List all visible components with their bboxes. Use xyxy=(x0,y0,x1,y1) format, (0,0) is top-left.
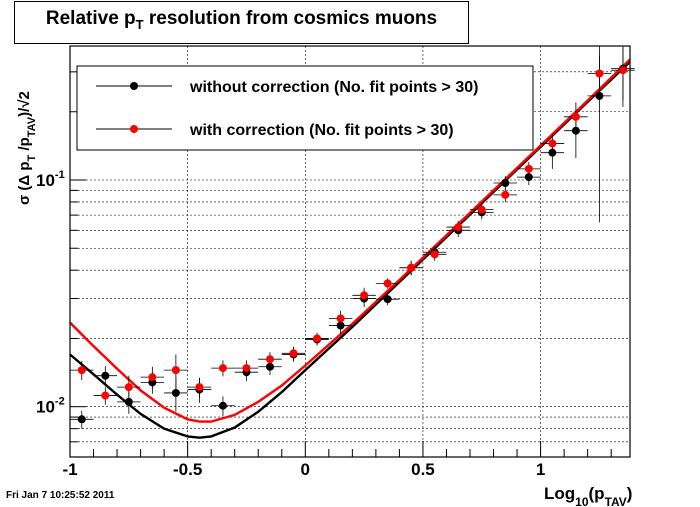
data-point-with xyxy=(242,364,251,373)
legend-label-without: without correction (No. fit points > 30) xyxy=(189,79,478,96)
data-point-with xyxy=(618,66,627,75)
x-tick-label: 1 xyxy=(536,460,545,479)
data-point-without xyxy=(501,178,510,187)
x-axis-label: Log10(pTAV) xyxy=(544,484,632,507)
legend: without correction (No. fit points > 30)… xyxy=(76,65,534,151)
legend-label-with: with correction (No. fit points > 30) xyxy=(189,122,454,139)
data-point-with xyxy=(266,355,274,364)
axes: -1 -0.5 0 0.5 1 10-2 10-1 xyxy=(36,71,612,479)
chart-title: Relative pT resolution from cosmics muon… xyxy=(45,8,438,32)
data-point-with xyxy=(595,69,604,78)
y-tick-label: 10-2 xyxy=(36,396,65,417)
y-tick-label: 10-1 xyxy=(36,169,65,190)
data-point-without xyxy=(101,371,110,380)
data-point-with xyxy=(360,291,369,300)
legend-marker-with xyxy=(130,125,138,133)
x-tick-label: -1 xyxy=(62,460,77,479)
chart-title-box: Relative pT resolution from cosmics muon… xyxy=(14,1,469,44)
data-point-with xyxy=(477,205,486,214)
data-point-with xyxy=(501,190,510,199)
x-tick-label: -0.5 xyxy=(173,460,202,479)
data-point-without xyxy=(383,295,392,304)
data-point-without xyxy=(171,388,180,397)
data-point-with xyxy=(171,366,180,375)
data-point-with xyxy=(148,373,157,382)
data-point-with xyxy=(313,334,322,343)
legend-box xyxy=(76,65,534,151)
x-tick-label: 0 xyxy=(301,460,310,479)
data-point-without xyxy=(524,173,533,182)
data-point-with xyxy=(101,391,110,400)
timestamp: Fri Jan 7 10:25:52 2011 xyxy=(6,490,115,501)
x-tick-label: 0.5 xyxy=(411,460,435,479)
fit-curve-with xyxy=(69,58,631,423)
plot-frame xyxy=(69,45,631,458)
data-point-with xyxy=(454,223,463,232)
data-point-without xyxy=(77,415,86,424)
data-point-with xyxy=(383,279,392,288)
data-point-with xyxy=(336,314,345,323)
legend-marker-without xyxy=(130,82,138,90)
data-point-with xyxy=(571,112,580,121)
data-point-with xyxy=(195,383,204,392)
y-axis-label: σ (Δ pT /pTAV)/√2 xyxy=(16,91,38,205)
data-point-with xyxy=(218,364,227,373)
data-points xyxy=(70,46,635,429)
data-point-with xyxy=(77,366,86,375)
data-point-without xyxy=(124,397,133,406)
data-point-with xyxy=(289,349,298,358)
data-point-with xyxy=(124,383,133,392)
data-point-with xyxy=(548,139,557,148)
data-point-without xyxy=(218,401,227,410)
data-point-with xyxy=(430,250,439,259)
data-point-with xyxy=(407,263,416,272)
data-point-with xyxy=(524,164,533,173)
fit-curves xyxy=(69,58,631,439)
